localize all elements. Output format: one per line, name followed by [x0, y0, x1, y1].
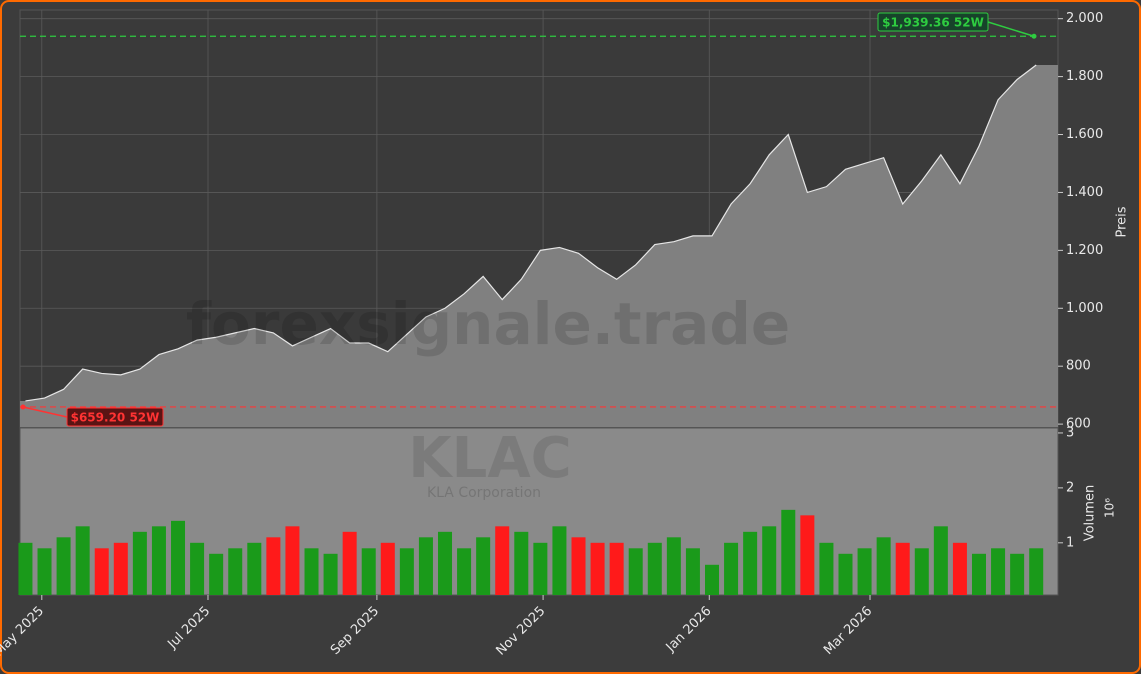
- volume-bar: [685, 548, 700, 595]
- volume-bar: [724, 542, 739, 595]
- volume-bar: [285, 526, 300, 595]
- volume-tick-label: 2: [1066, 480, 1074, 495]
- volume-bar: [18, 542, 33, 595]
- volume-bar: [132, 531, 147, 595]
- volume-bar: [37, 548, 52, 595]
- volume-bar: [247, 542, 262, 595]
- volume-bar: [514, 531, 529, 595]
- volume-bar: [857, 548, 872, 595]
- y-tick-label: 1.600: [1066, 127, 1103, 142]
- volume-bar: [819, 542, 834, 595]
- volume-bar: [418, 537, 433, 595]
- low-arrow-head: [20, 404, 26, 410]
- volume-bar: [56, 537, 71, 595]
- volume-bar: [781, 509, 796, 595]
- volume-bar: [323, 553, 338, 595]
- volume-bar: [1010, 553, 1025, 595]
- y-tick-label: 1.000: [1066, 301, 1103, 316]
- volume-bar: [151, 526, 166, 595]
- volume-bar: [495, 526, 510, 595]
- volume-bar: [533, 542, 548, 595]
- volume-bar: [800, 515, 815, 595]
- volume-bar: [705, 564, 719, 595]
- high-arrow-head: [1031, 33, 1037, 39]
- symbol: KLAC: [408, 426, 572, 491]
- volume-bar: [190, 542, 205, 595]
- volume-bar: [438, 531, 453, 595]
- price-line: [25, 64, 1037, 402]
- volume-bar: [94, 548, 109, 595]
- y-tick-label: 1.400: [1066, 185, 1103, 200]
- volume-bar: [991, 548, 1006, 595]
- price-area: [20, 65, 1058, 427]
- volume-bar: [171, 520, 186, 595]
- volume-bar: [304, 548, 319, 595]
- volume-bar: [647, 542, 662, 595]
- volume-bar: [762, 526, 777, 595]
- high-arrow: [987, 21, 1035, 37]
- volume-bar: [838, 553, 853, 595]
- volume-bar: [971, 553, 986, 595]
- y-tick-label: 600: [1066, 417, 1091, 432]
- volume-bar: [209, 553, 224, 595]
- volume-bar: [113, 542, 128, 595]
- volume-scale: 10⁶: [1103, 498, 1117, 518]
- volume-bar: [628, 548, 643, 595]
- low-label-box: [66, 407, 164, 427]
- volume-bar: [609, 542, 624, 595]
- volume-bar: [743, 531, 758, 595]
- volume-bar: [895, 542, 910, 595]
- volume-axis-label: Volumen: [1083, 485, 1098, 542]
- volume-bar: [571, 537, 586, 595]
- low-arrow: [22, 406, 68, 418]
- y-tick-label: 2.000: [1066, 11, 1103, 26]
- volume-bar: [914, 548, 929, 595]
- volume-bar: [933, 526, 948, 595]
- volume-bar: [590, 542, 605, 595]
- company: KLA Corporation: [427, 485, 541, 501]
- volume-tick-label: 1: [1066, 535, 1074, 550]
- volume-bar: [952, 542, 967, 595]
- watermark: forexsignale.trade: [186, 290, 790, 358]
- volume-bar: [876, 537, 891, 595]
- volume-bar: [457, 548, 472, 595]
- volume-bar: [476, 537, 491, 595]
- volume-bar: [342, 531, 357, 595]
- high-label: $1,939.36 52W: [882, 16, 984, 30]
- volume-tick-label: 3: [1066, 425, 1074, 440]
- y-tick-label: 1.800: [1066, 69, 1103, 84]
- y-axis-label: Preis: [1115, 206, 1130, 237]
- y-tick-label: 1.200: [1066, 243, 1103, 258]
- volume-bar: [380, 542, 395, 595]
- volume-bar: [666, 537, 681, 595]
- volume-bar: [75, 526, 90, 595]
- volume-bar: [552, 526, 567, 595]
- y-tick-label: 800: [1066, 359, 1091, 374]
- high-label-box: [877, 12, 989, 32]
- low-label: $659.20 52W: [71, 411, 160, 425]
- volume-bar: [228, 548, 243, 595]
- volume-bar: [266, 537, 281, 595]
- volume-bar: [361, 548, 376, 595]
- volume-bar: [1029, 548, 1044, 595]
- volume-bar: [399, 548, 414, 595]
